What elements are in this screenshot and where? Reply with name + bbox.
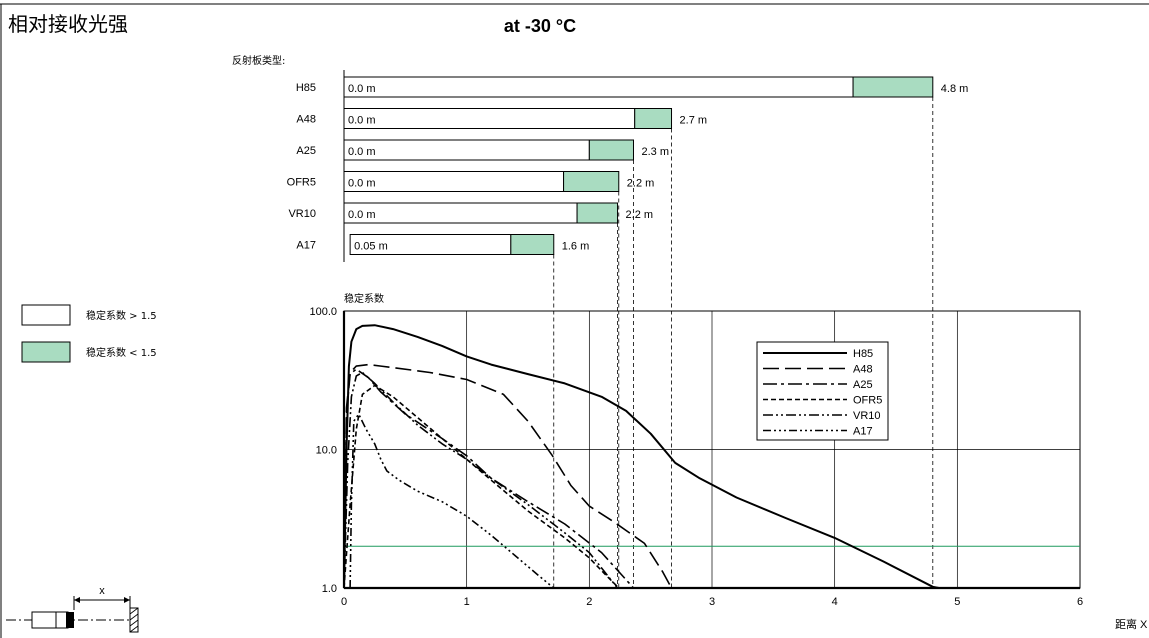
reflector-type-label: 反射板类型:	[232, 54, 285, 67]
bar-row-a25: A25 0.0 m 2.3 m	[296, 139, 669, 161]
reflector-icon	[129, 607, 139, 633]
y-tick-label: 10.0	[316, 445, 337, 457]
bar-unstable-segment	[563, 171, 620, 192]
y-tick-label: 1.0	[322, 583, 337, 595]
bar-label: A17	[296, 240, 316, 252]
bar-unstable-segment	[852, 76, 934, 98]
legend-label: A48	[853, 364, 873, 376]
range-bars: H85 0.0 m 4.8 m A48 0.0 m 2.7 m A25 0.0 m 2.3 m O…	[287, 70, 969, 262]
bar-start-label: 0.0 m	[348, 83, 376, 95]
distance-x-label: x	[99, 585, 105, 597]
bar-stable-segment	[343, 76, 854, 98]
bar-unstable-segment	[510, 234, 555, 255]
series-line-a17	[349, 413, 555, 589]
bar-unstable-segment	[576, 202, 619, 224]
legend-swatch-unstable	[21, 341, 71, 363]
bar-row-vr10: VR10 0.0 m 2.2 m	[288, 202, 654, 224]
bar-end-label: 1.6 m	[562, 241, 590, 253]
series-legend: H85 A48 A25 OFR5 VR10 A17	[756, 341, 889, 441]
x-tick-label: 6	[1077, 596, 1083, 608]
distance-arrow-left	[74, 597, 80, 603]
bar-row-h85: H85 0.0 m 4.8 m	[296, 76, 969, 98]
x-tick-label: 5	[954, 596, 960, 608]
bar-label: OFR5	[287, 177, 316, 189]
x-tick-label: 3	[709, 596, 715, 608]
series-line-a25	[343, 368, 635, 589]
bar-end-label: 2.2 m	[626, 209, 654, 221]
legend-swatch-stable	[21, 304, 71, 326]
bar-start-label: 0.0 m	[348, 178, 376, 190]
bar-end-label: 2.2 m	[627, 178, 655, 190]
series-line-vr10	[343, 371, 619, 589]
x-tick-label: 2	[586, 596, 592, 608]
distance-arrow-right	[124, 597, 130, 603]
series-line-ofr5	[343, 384, 620, 589]
bar-end-label: 2.7 m	[680, 115, 708, 127]
sensor-lens-icon	[66, 612, 74, 628]
bar-end-label: 4.8 m	[941, 83, 969, 95]
bar-row-a17: A17 0.05 m 1.6 m	[296, 234, 590, 255]
bar-label: A25	[296, 145, 316, 157]
bar-row-ofr5: OFR5 0.0 m 2.2 m	[287, 171, 655, 192]
bar-unstable-segment	[588, 139, 634, 161]
bar-unstable-segment	[634, 108, 673, 129]
sensor-diagram: x	[6, 585, 139, 633]
bar-stable-segment	[343, 202, 578, 224]
legend-label: OFR5	[853, 395, 882, 407]
bar-end-label: 2.3 m	[641, 146, 669, 158]
legend-label-stable: 稳定系数 > 1.5	[86, 309, 157, 322]
series-line-h85	[343, 324, 940, 589]
bar-label: VR10	[288, 208, 316, 220]
legend-label: A25	[853, 379, 873, 391]
plot-ticks: 0 1 2 3 4 5 6 1.0 10.0 100.0	[309, 306, 1083, 608]
bar-stable-segment	[343, 108, 636, 129]
plot-series	[343, 324, 940, 589]
bar-start-label: 0.0 m	[348, 115, 376, 127]
y-tick-label: 100.0	[309, 306, 337, 318]
legend-label: A17	[853, 426, 873, 438]
bar-label: H85	[296, 82, 316, 94]
bar-stable-segment	[343, 139, 590, 161]
bar-row-a48: A48 0.0 m 2.7 m	[296, 108, 708, 129]
legend-label: VR10	[853, 410, 881, 422]
sensor-body-icon	[31, 611, 69, 629]
legend-label: H85	[853, 348, 873, 360]
bar-start-label: 0.0 m	[348, 209, 376, 221]
chart-title: at -30 °C	[504, 16, 576, 36]
x-tick-label: 1	[464, 596, 470, 608]
bar-start-label: 0.0 m	[348, 146, 376, 158]
bar-stable-segment	[343, 171, 565, 192]
bar-label: A48	[296, 114, 316, 126]
stability-legend: 稳定系数 > 1.5 稳定系数 < 1.5	[21, 304, 157, 363]
legend-box	[756, 341, 889, 441]
page-heading: 相对接收光强	[8, 12, 128, 36]
x-tick-label: 0	[341, 596, 347, 608]
x-tick-label: 4	[832, 596, 838, 608]
x-axis-label: 距离 X [m	[1115, 617, 1149, 631]
legend-label-unstable: 稳定系数 < 1.5	[86, 346, 157, 359]
bar-start-label: 0.05 m	[354, 241, 388, 253]
reflector-hatch	[129, 607, 139, 633]
y-axis-label: 稳定系数	[344, 292, 384, 305]
series-line-a48	[343, 363, 673, 589]
line-plot: 0 1 2 3 4 5 6 1.0 10.0 100.0 稳定系数 距离 X [m H85 A48 A…	[309, 292, 1149, 631]
